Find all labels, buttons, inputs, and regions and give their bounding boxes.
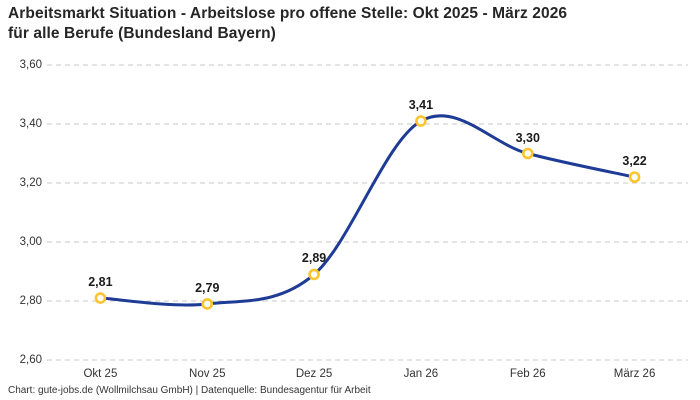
- x-tick-label: Nov 25: [189, 368, 226, 380]
- chart-footer: Chart: gute-jobs.de (Wollmilchsau GmbH) …: [8, 385, 371, 396]
- data-point-label: 3,41: [408, 98, 434, 113]
- y-tick-label: 2,80: [19, 295, 42, 307]
- data-point-marker: [201, 298, 214, 310]
- x-tick-label: Feb 26: [509, 368, 546, 380]
- y-tick-label: 3,40: [19, 118, 42, 130]
- y-tick-label: 2,60: [19, 354, 42, 366]
- data-point-marker: [521, 147, 534, 160]
- x-tick-label: März 26: [613, 368, 656, 380]
- y-tick-label: 3,60: [19, 59, 42, 71]
- x-tick-label: Jan 26: [403, 368, 439, 380]
- data-point-label: 2,79: [195, 280, 220, 295]
- y-tick-label: 3,00: [19, 236, 42, 248]
- data-point-label: 3,30: [515, 130, 540, 145]
- x-tick-label: Dez 25: [295, 368, 333, 380]
- data-point-marker: [628, 171, 641, 183]
- y-tick-label: 3,20: [19, 177, 42, 189]
- chart-title: Arbeitsmarkt Situation - Arbeitslose pro…: [8, 5, 568, 42]
- data-point-marker: [94, 292, 107, 304]
- data-point-marker: [308, 268, 320, 281]
- x-tick-label: Okt 25: [83, 368, 118, 380]
- data-point-label: 2,89: [301, 251, 327, 266]
- data-point-label: 3,22: [622, 154, 647, 169]
- data-point-marker: [415, 115, 427, 127]
- data-point-label: 2,81: [88, 275, 113, 290]
- series-line: [98, 114, 637, 307]
